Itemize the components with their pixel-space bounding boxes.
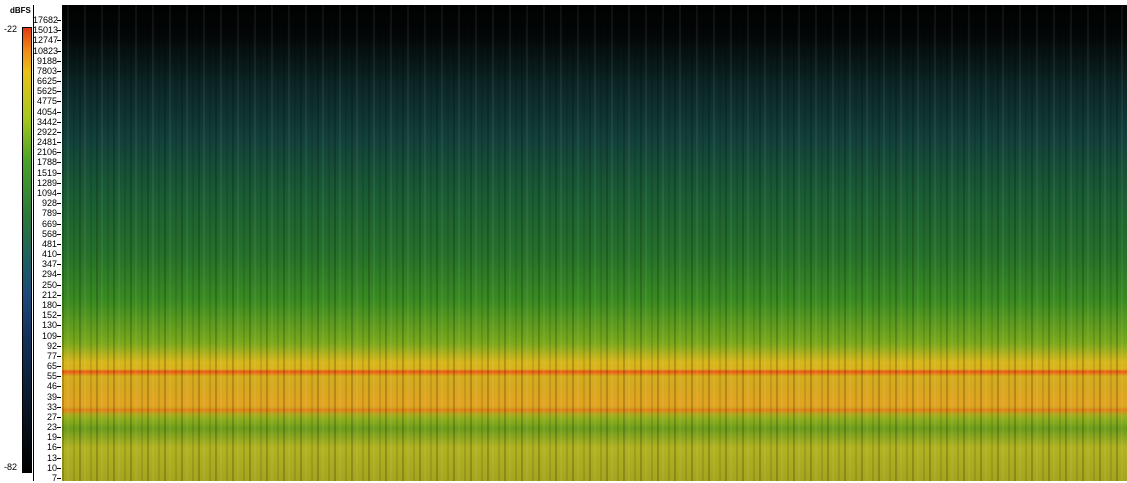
tick — [57, 193, 61, 195]
frequency-label: 180 — [41, 299, 57, 310]
scale-min: -82 — [4, 462, 18, 472]
tick — [57, 111, 61, 113]
tick — [57, 101, 61, 103]
frequency-label: 7803 — [36, 65, 57, 76]
frequency-label: 9188 — [36, 55, 57, 66]
tick — [57, 294, 61, 296]
tick — [57, 40, 61, 42]
tick — [57, 355, 61, 357]
tick — [57, 182, 61, 184]
frequency-label: 928 — [41, 198, 57, 209]
frequency-label: 1519 — [36, 167, 57, 178]
scale-max: -22 — [4, 24, 18, 34]
frequency-label: 669 — [41, 218, 57, 229]
tick — [57, 315, 61, 317]
scale-unit: dBFS — [10, 6, 31, 15]
tick — [57, 427, 61, 429]
frequency-label: 4775 — [36, 96, 57, 107]
tick — [57, 366, 61, 368]
tick — [57, 142, 61, 144]
frequency-label: 130 — [41, 320, 57, 331]
frequency-label: 4054 — [36, 106, 57, 117]
spectrogram — [62, 5, 1127, 481]
tick — [57, 406, 61, 408]
frequency-label: 1094 — [36, 188, 57, 199]
tick — [57, 264, 61, 266]
frequency-label: 65 — [46, 361, 57, 372]
frequency-label: 410 — [41, 249, 57, 260]
frequency-label: 6625 — [36, 76, 57, 87]
frequency-label: 568 — [41, 228, 57, 239]
tick — [57, 325, 61, 327]
tick — [57, 30, 61, 32]
tick — [57, 254, 61, 256]
tick — [57, 213, 61, 215]
frequency-label: 23 — [46, 422, 57, 433]
tick — [57, 386, 61, 388]
frequency-label: 1289 — [36, 177, 57, 188]
frequency-label: 2922 — [36, 126, 57, 137]
frequency-label: 27 — [46, 411, 57, 422]
tick — [57, 121, 61, 123]
tick — [57, 20, 61, 21]
tick — [57, 447, 61, 449]
frequency-label: 212 — [41, 289, 57, 300]
tick — [57, 304, 61, 306]
frequency-label: 77 — [46, 350, 57, 361]
tick — [57, 274, 61, 276]
frequency-label: 250 — [41, 279, 57, 290]
tick — [57, 152, 61, 154]
tick — [57, 203, 61, 205]
frequency-label: 13 — [46, 452, 57, 463]
tick — [57, 437, 61, 439]
frequency-label: 7 — [51, 473, 57, 483]
frequency-label: 5625 — [36, 86, 57, 97]
frequency-label: 789 — [41, 208, 57, 219]
frequency-label: 2106 — [36, 147, 57, 158]
frequency-label: 19 — [46, 432, 57, 443]
frequency-label: 10 — [46, 462, 57, 473]
tick — [57, 60, 61, 62]
tick — [57, 396, 61, 398]
tick — [57, 70, 61, 72]
frequency-label: 347 — [41, 259, 57, 270]
tick — [57, 376, 61, 378]
tick — [57, 478, 61, 479]
tick — [57, 467, 61, 469]
frequency-label: 481 — [41, 238, 57, 249]
tick — [57, 172, 61, 174]
tick — [57, 91, 61, 93]
frequency-label: 2481 — [36, 137, 57, 148]
tick — [57, 223, 61, 225]
tick — [57, 81, 61, 83]
frequency-label: 1788 — [36, 157, 57, 168]
frequency-label: 10823 — [33, 45, 59, 56]
frequency-label: 3442 — [36, 116, 57, 127]
frequency-label: 46 — [46, 381, 57, 392]
tick — [57, 416, 61, 418]
frequency-label: 15013 — [33, 25, 59, 36]
frequency-label: 39 — [46, 391, 57, 402]
tick — [57, 162, 61, 164]
tick — [57, 345, 61, 347]
frequency-label: 55 — [46, 371, 57, 382]
frequency-label: 294 — [41, 269, 57, 280]
tick — [57, 131, 61, 133]
color-scale — [22, 27, 32, 473]
frequency-label: 109 — [41, 330, 57, 341]
tick — [57, 50, 61, 52]
tick — [57, 457, 61, 459]
tick — [57, 335, 61, 337]
tick — [57, 233, 61, 235]
frequency-label: 152 — [41, 310, 57, 321]
frequency-label: 92 — [46, 340, 57, 351]
frequency-label: 12747 — [33, 35, 59, 46]
frequency-label: 16 — [46, 442, 57, 453]
tick — [57, 243, 61, 245]
tick — [57, 284, 61, 286]
frequency-label: 33 — [46, 401, 57, 412]
frequency-label: 17682 — [33, 15, 59, 25]
